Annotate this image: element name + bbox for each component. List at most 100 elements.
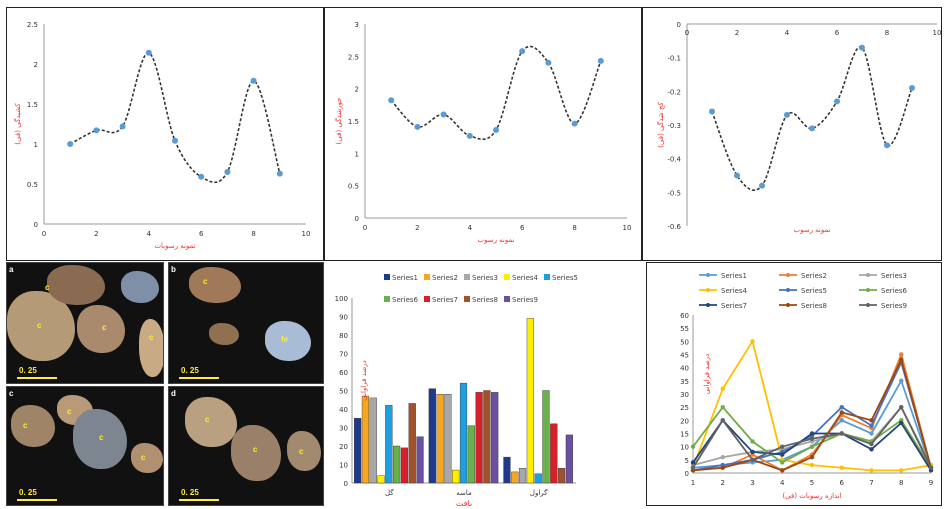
legend-marker xyxy=(866,273,870,277)
y-tick-label: 0 xyxy=(34,221,38,229)
scale-label: 0. 25 xyxy=(19,366,37,375)
series-point xyxy=(720,418,725,423)
y-axis-label: درصد فراوانی xyxy=(360,360,368,401)
y-tick-label: 60 xyxy=(339,369,348,377)
series-point xyxy=(899,468,904,473)
series-point xyxy=(780,452,785,457)
series-point xyxy=(809,455,815,460)
legend-swatch xyxy=(424,274,430,280)
y-tick-label: 0.5 xyxy=(27,181,38,189)
bar xyxy=(393,445,401,484)
series-line xyxy=(692,339,932,472)
x-tick-label: 8 xyxy=(251,230,255,238)
legend-label: Series7 xyxy=(721,302,747,310)
y-tick-label: 0 xyxy=(685,470,689,478)
photo-a-label: a xyxy=(9,265,14,274)
y-tick-label: 50 xyxy=(680,338,689,346)
x-tick-label: 9 xyxy=(929,479,933,487)
series-point xyxy=(839,404,844,410)
x-tick-label: 0 xyxy=(42,230,46,238)
series-point xyxy=(928,465,934,470)
photo-a: c c c c a 0. 25 xyxy=(6,262,164,384)
data-point xyxy=(224,169,231,175)
x-tick-label: 6 xyxy=(835,29,840,37)
bar xyxy=(534,473,542,484)
y-tick-label: 90 xyxy=(339,314,348,322)
x-tick-label: گراول xyxy=(530,488,548,497)
legend-label: Series9 xyxy=(512,296,538,304)
data-point xyxy=(709,108,715,115)
y-tick-label: 1 xyxy=(355,150,359,158)
bar xyxy=(475,392,483,484)
series-point xyxy=(809,444,815,449)
bar xyxy=(452,469,460,484)
y-tick-label: 0 xyxy=(344,480,348,488)
x-tick-label: 2 xyxy=(735,29,739,37)
data-point xyxy=(519,48,526,55)
y-tick-label: 1.5 xyxy=(348,118,359,126)
data-point xyxy=(119,123,126,130)
x-tick-label: 8 xyxy=(885,29,889,37)
series-point xyxy=(899,378,904,384)
bar xyxy=(557,467,566,484)
x-tick-label: 4 xyxy=(785,29,790,37)
y-tick-label: -0.2 xyxy=(667,88,681,96)
scale-bar xyxy=(17,499,57,501)
data-point xyxy=(545,59,552,66)
y-axis-label: جورشدگی (فی) xyxy=(334,98,343,145)
x-tick-label: 8 xyxy=(572,224,576,232)
trend-line xyxy=(711,46,913,191)
chart-panel-grain-size: 0 5 10 15 20 25 30 35 40 45 50 55 60 1 2 3 4 5 6 7 8 9 اندازه … xyxy=(646,262,942,506)
series-point xyxy=(690,460,696,465)
y-tick-label: 5 xyxy=(685,457,689,465)
legend-label: Series8 xyxy=(801,302,827,310)
legend-marker xyxy=(786,288,790,292)
kurtosis-line-chart: 0 0.5 1 1.5 2 2.5 0 2 4 6 8 10 نمونه رسوبات کشیدگی (ف… xyxy=(13,21,310,250)
legend-label: Series4 xyxy=(512,274,539,282)
photo-b-label: b xyxy=(171,265,176,274)
data-point xyxy=(859,44,865,51)
legend-swatch xyxy=(504,296,510,302)
data-point xyxy=(466,132,473,139)
legend-label: Series1 xyxy=(721,272,747,280)
legend-label: Series3 xyxy=(881,272,907,280)
x-tick-label: 10 xyxy=(623,224,632,232)
chart-panel-skewness: 0 -0.1 -0.2 -0.3 -0.4 -0.5 -0.6 0 2 4 6 8 10 نمونه رس… xyxy=(642,7,942,261)
photo-c-label: c xyxy=(9,389,14,398)
x-tick-label: 6 xyxy=(520,224,525,232)
bar xyxy=(491,392,499,484)
series-point xyxy=(839,410,844,415)
x-tick-label: ماسه xyxy=(456,489,472,497)
data-point xyxy=(571,120,578,127)
bar xyxy=(385,405,393,484)
y-tick-label: 20 xyxy=(680,417,689,425)
x-tick-label: 4 xyxy=(780,479,785,487)
x-tick-label: 3 xyxy=(750,479,754,487)
data-point xyxy=(198,173,205,180)
trend-line xyxy=(390,45,602,141)
series-point xyxy=(750,457,755,463)
x-tick-label: 2 xyxy=(415,224,419,232)
legend-label: Series5 xyxy=(801,287,827,295)
y-tick-label: 30 xyxy=(680,391,689,399)
data-point xyxy=(809,125,815,132)
legend-marker xyxy=(786,303,790,307)
series-point xyxy=(869,468,874,473)
scale-bar xyxy=(17,377,57,379)
series-point xyxy=(780,468,785,473)
bar xyxy=(408,403,416,484)
bar xyxy=(483,390,491,484)
y-tick-label: 40 xyxy=(680,365,689,373)
y-tick-label: 50 xyxy=(339,388,348,396)
bar xyxy=(369,397,377,484)
scale-label: 0. 25 xyxy=(181,366,199,375)
data-point xyxy=(493,127,499,134)
y-tick-label: 35 xyxy=(680,378,689,386)
data-point xyxy=(597,57,604,64)
x-axis-label: نمونه رسوب xyxy=(794,226,831,234)
chart-panel-kurtosis: 0 0.5 1 1.5 2 2.5 0 2 4 6 8 10 نمونه رسوبات کشیدگی (ف… xyxy=(6,7,324,261)
y-tick-label: 20 xyxy=(339,443,348,451)
y-tick-label: 25 xyxy=(680,404,689,412)
series-point xyxy=(690,465,696,470)
series-point xyxy=(809,462,815,468)
